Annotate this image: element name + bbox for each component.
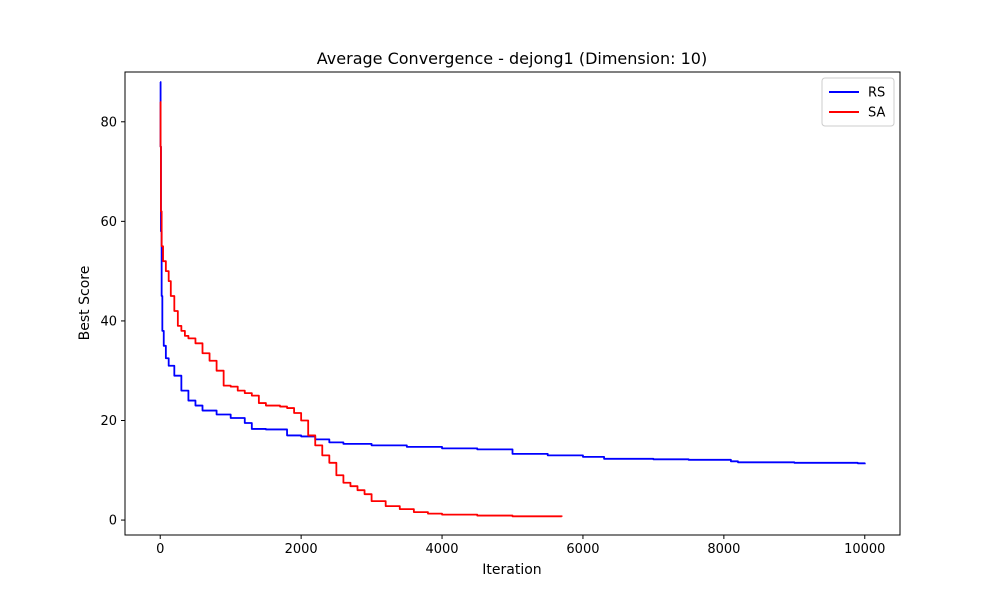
plot-area-frame <box>124 71 901 536</box>
y-axis-label: Best Score <box>77 266 93 341</box>
series-layer <box>159 81 866 518</box>
y-tick-label: 20 <box>100 414 117 429</box>
x-tick-label: 6000 <box>566 542 599 557</box>
x-tick-label: 2000 <box>285 542 318 557</box>
legend: RS SA <box>821 77 895 127</box>
legend-label-rs: RS <box>868 86 885 101</box>
y-tick-label: 80 <box>100 115 117 130</box>
chart-title: Average Convergence - dejong1 (Dimension… <box>317 49 707 68</box>
series-line-sa <box>159 100 563 518</box>
x-tick-label: 4000 <box>425 542 458 557</box>
legend-label-sa: SA <box>868 106 885 121</box>
y-axis: 0 20 40 60 80 <box>100 115 125 529</box>
x-tick-label: 8000 <box>707 542 740 557</box>
series-line-rs <box>159 81 866 465</box>
y-tick-label: 40 <box>100 314 117 329</box>
y-tick-label: 60 <box>100 215 117 230</box>
legend-box <box>821 77 895 127</box>
x-axis: 0 2000 4000 6000 8000 10000 <box>156 535 885 557</box>
x-axis-label: Iteration <box>482 562 541 578</box>
x-tick-label: 0 <box>156 542 164 557</box>
x-tick-label: 10000 <box>844 542 885 557</box>
y-tick-label: 0 <box>109 514 117 529</box>
